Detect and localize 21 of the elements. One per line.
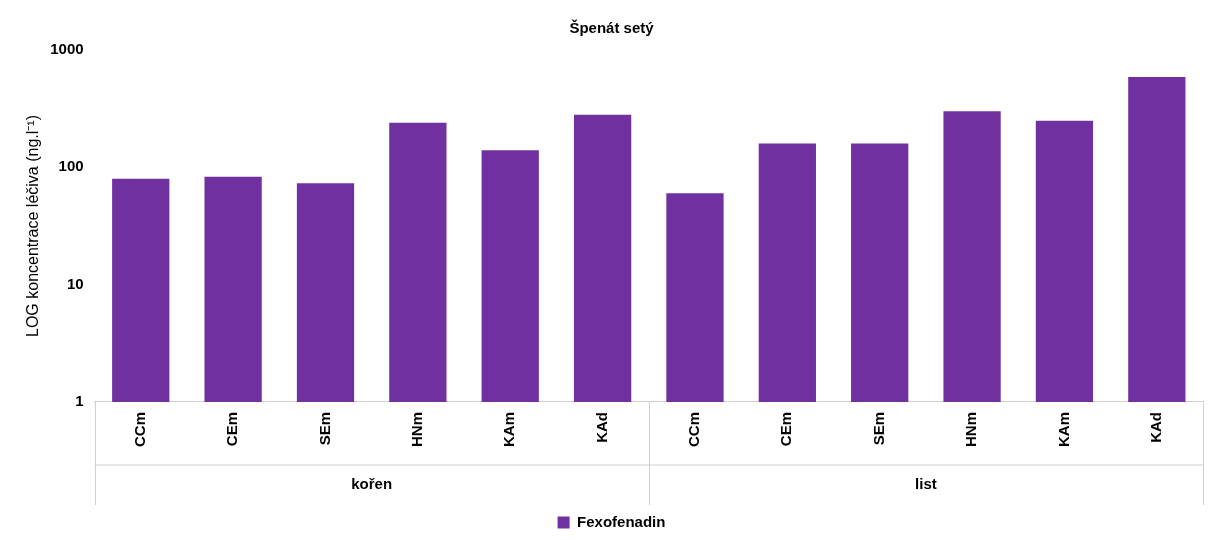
- x-tick-label: SEm: [315, 412, 333, 446]
- x-tick-label: CCm: [685, 412, 703, 448]
- chart-title: Špenát setý: [569, 19, 655, 37]
- x-tick-label: CEm: [777, 412, 795, 447]
- x-tick-label: HNm: [962, 412, 980, 448]
- x-tick-label: KAd: [592, 412, 610, 443]
- y-axis-title: LOG koncentrace léčiva (ng.l⁻¹): [24, 115, 42, 337]
- y-tick-label: 1000: [50, 40, 84, 58]
- text: list: [915, 475, 937, 493]
- x-tick-label: KAm: [1054, 412, 1072, 448]
- y-tick-label: 100: [58, 157, 84, 175]
- x-tick-label: CEm: [223, 412, 241, 447]
- x-tick-label: HNm: [408, 412, 425, 448]
- x-tick-label: KAd: [1146, 412, 1164, 443]
- y-tick-label: 10: [66, 274, 84, 292]
- x-tick-label: CCm: [130, 412, 148, 448]
- x-tick-label: KAm: [500, 412, 518, 448]
- legend-label: Fexofenadin: [577, 512, 666, 530]
- x-tick-label: SEm: [869, 412, 887, 446]
- y-tick-label: 1: [75, 392, 84, 410]
- text: kořen: [351, 475, 393, 493]
